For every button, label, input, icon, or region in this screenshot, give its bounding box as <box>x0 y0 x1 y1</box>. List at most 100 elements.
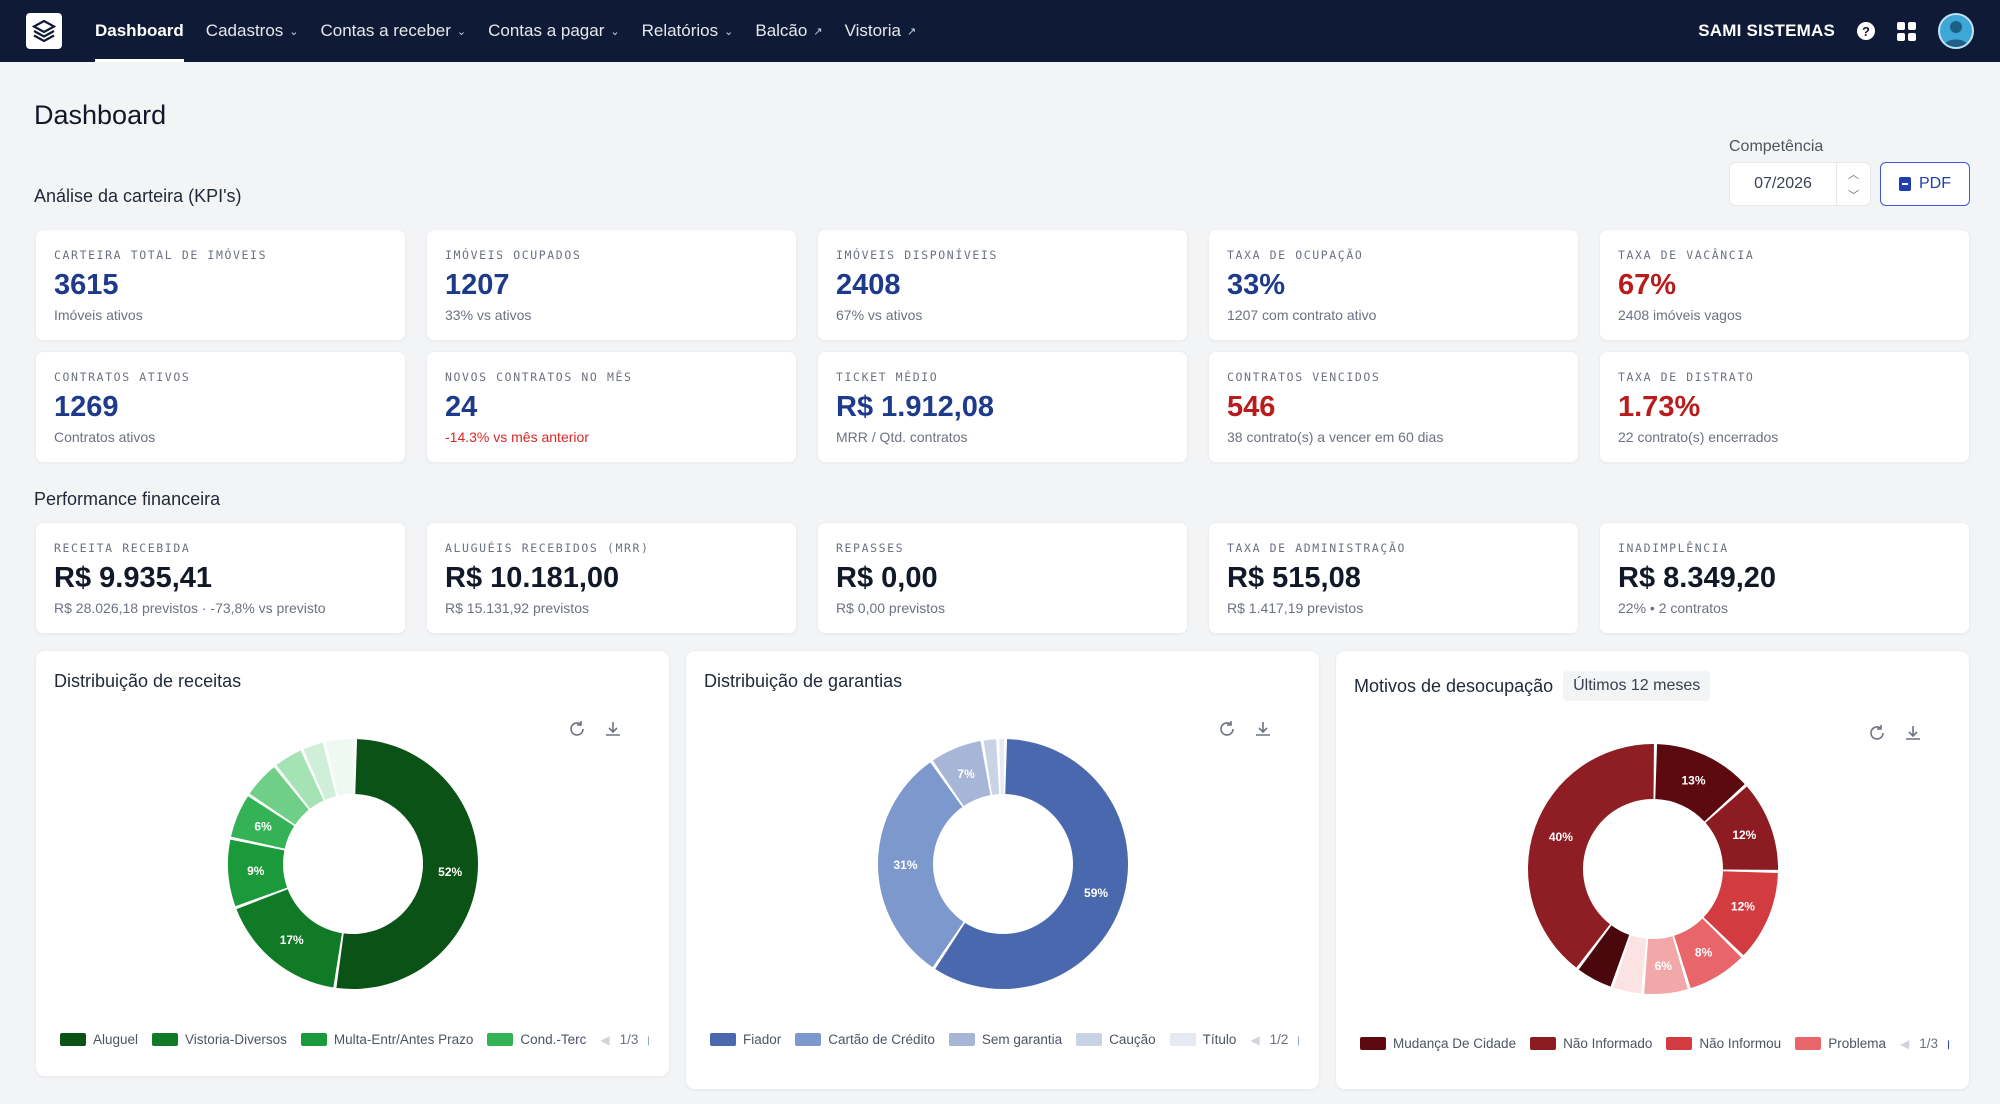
kpi-card-taxa-vacancia: Taxa de vacância 67% 2408 imóveis vagos <box>1599 229 1970 341</box>
donut-slice[interactable] <box>1528 744 1654 968</box>
refresh-icon[interactable] <box>1217 719 1237 739</box>
finance-label: Repasses <box>836 541 905 555</box>
kpi-value: 1269 <box>54 391 119 423</box>
kpi-card-ticket-medio: Ticket médio R$ 1.912,08 MRR / Qtd. cont… <box>817 351 1188 463</box>
donut-slice[interactable] <box>303 742 337 800</box>
download-icon[interactable] <box>1253 719 1273 739</box>
donut-slice[interactable] <box>1644 936 1688 994</box>
legend-swatch <box>1360 1037 1386 1050</box>
legend-swatch <box>1795 1037 1822 1050</box>
kpi-label: Contratos ativos <box>54 370 191 384</box>
nav-relatorios[interactable]: Relatórios ⌄ <box>631 0 745 62</box>
kpi-value: 1.73% <box>1618 391 1701 423</box>
donut-slice[interactable] <box>1674 918 1742 989</box>
pdf-button[interactable]: PDF <box>1880 162 1970 206</box>
kpi-label: Novos contratos no mês <box>445 370 633 384</box>
pager-prev-icon[interactable]: ◀ <box>600 1032 610 1047</box>
pager-prev-icon[interactable]: ◀ <box>1250 1032 1260 1047</box>
legend-item[interactable]: Problema <box>1795 1036 1886 1051</box>
nav-label: Cadastros <box>205 21 284 40</box>
chart-tools <box>1867 723 1923 743</box>
donut-slice[interactable] <box>1613 935 1647 994</box>
legend-item[interactable]: Cartão de Crédito <box>795 1032 935 1047</box>
help-icon[interactable]: ? <box>1857 22 1875 40</box>
chart-tools <box>567 719 623 739</box>
pager-next-icon[interactable]: ▶ <box>1298 1033 1299 1047</box>
donut-slice[interactable] <box>1578 925 1630 987</box>
period-badge[interactable]: Últimos 12 meses <box>1563 671 1711 701</box>
donut-slice[interactable] <box>231 796 295 849</box>
donut-slice[interactable] <box>228 839 288 907</box>
finance-card-receita-recebida: Receita recebida R$ 9.935,41 R$ 28.026,1… <box>35 522 406 634</box>
legend-swatch <box>152 1033 179 1046</box>
legend-item[interactable]: Sem garantia <box>948 1032 1062 1047</box>
donut-slice-label: 31% <box>893 858 917 872</box>
kpi-sub: Imóveis ativos <box>54 307 143 323</box>
finance-label: Taxa de administração <box>1227 541 1406 555</box>
legend-item[interactable]: Não Informou <box>1666 1036 1781 1051</box>
nav-balcao[interactable]: Balcão ↗ <box>744 0 833 62</box>
donut-slice[interactable] <box>1703 871 1778 956</box>
legend-item[interactable]: Fiador <box>710 1032 781 1047</box>
donut-slice-label: 52% <box>438 865 462 879</box>
refresh-icon[interactable] <box>567 719 587 739</box>
file-icon <box>1899 177 1911 191</box>
donut-slice[interactable] <box>236 889 342 988</box>
chevron-up-icon[interactable]: ︿ <box>1848 168 1859 181</box>
nav-label: Contas a pagar <box>488 21 605 40</box>
pager-next-icon[interactable]: ▶ <box>1948 1037 1949 1051</box>
finance-value: R$ 9.935,41 <box>54 562 213 594</box>
donut-slice[interactable] <box>325 739 354 796</box>
donut-slice[interactable] <box>983 739 1000 795</box>
nav-vistoria[interactable]: Vistoria ↗ <box>834 0 928 62</box>
legend-item[interactable]: Não Informado <box>1530 1036 1652 1051</box>
kpi-card-taxa-distrato: Taxa de distrato 1.73% 22 contrato(s) en… <box>1599 351 1970 463</box>
pager-next-icon[interactable]: ▶ <box>648 1033 649 1047</box>
pager-prev-icon[interactable]: ◀ <box>1899 1036 1910 1051</box>
legend-item[interactable]: Vistoria-Diversos <box>152 1032 287 1047</box>
legend-label: Vistoria-Diversos <box>185 1032 287 1047</box>
donut-slice[interactable] <box>935 739 1128 989</box>
finance-card-inadimplencia: Inadimplência R$ 8.349,20 22% • 2 contra… <box>1599 522 1970 634</box>
download-icon[interactable] <box>1903 723 1923 743</box>
chevron-down-icon[interactable]: ﹀ <box>1848 189 1859 202</box>
kpi-value: 2408 <box>836 269 901 301</box>
donut-slice[interactable] <box>999 739 1004 795</box>
donut-chart: 59% 31% 7% <box>878 739 1128 989</box>
donut-slice[interactable] <box>1655 744 1745 822</box>
legend-item[interactable]: Mudança De Cidade <box>1360 1036 1516 1051</box>
legend-item[interactable]: Título <box>1169 1032 1236 1047</box>
legend-pager: ◀ 1/3 ▶ <box>1900 1036 1949 1051</box>
finance-sub: R$ 0,00 previstos <box>836 600 945 616</box>
kpi-sub: 38 contrato(s) a vencer em 60 dias <box>1227 429 1444 445</box>
competencia-value[interactable]: 07/2026 <box>1754 175 1812 192</box>
nav-contas-a-pagar[interactable]: Contas a pagar ⌄ <box>477 0 630 62</box>
competencia-input[interactable]: 07/2026 ︿ ﹀ <box>1729 162 1871 206</box>
avatar[interactable] <box>1938 13 1974 49</box>
donut-slice[interactable] <box>249 767 309 825</box>
nav-cadastros[interactable]: Cadastros ⌄ <box>195 0 310 62</box>
chart-panel-desocupacao: Motivos de desocupação Últimos 12 meses … <box>1335 650 1970 1090</box>
donut-slice[interactable] <box>878 762 964 968</box>
donut-slice[interactable] <box>276 750 324 809</box>
chart-title-text: Motivos de desocupação <box>1354 675 1554 696</box>
legend-label: Aluguel <box>93 1032 139 1047</box>
legend-swatch <box>1076 1033 1103 1046</box>
legend-item[interactable]: Aluguel <box>60 1032 138 1047</box>
download-icon[interactable] <box>603 719 623 739</box>
donut-slice-label: 13% <box>1681 773 1705 787</box>
kpi-label: Carteira total de imóveis <box>54 248 268 262</box>
apps-grid-icon[interactable] <box>1897 21 1916 41</box>
app-logo[interactable] <box>26 13 62 49</box>
legend-item[interactable]: Caução <box>1076 1032 1156 1047</box>
kpi-label: Contratos vencidos <box>1227 370 1381 384</box>
refresh-icon[interactable] <box>1867 723 1887 743</box>
nav-contas-a-receber[interactable]: Contas a receber ⌄ <box>310 0 478 62</box>
donut-slice[interactable] <box>932 741 991 807</box>
legend-item[interactable]: Cond.-Terc <box>487 1032 586 1047</box>
donut-slice[interactable] <box>1705 786 1778 870</box>
kpi-sub: 22 contrato(s) encerrados <box>1618 429 1779 445</box>
nav-dashboard[interactable]: Dashboard <box>84 0 195 62</box>
donut-slice[interactable] <box>336 739 478 989</box>
legend-item[interactable]: Multa-Entr/Antes Prazo <box>300 1032 473 1047</box>
